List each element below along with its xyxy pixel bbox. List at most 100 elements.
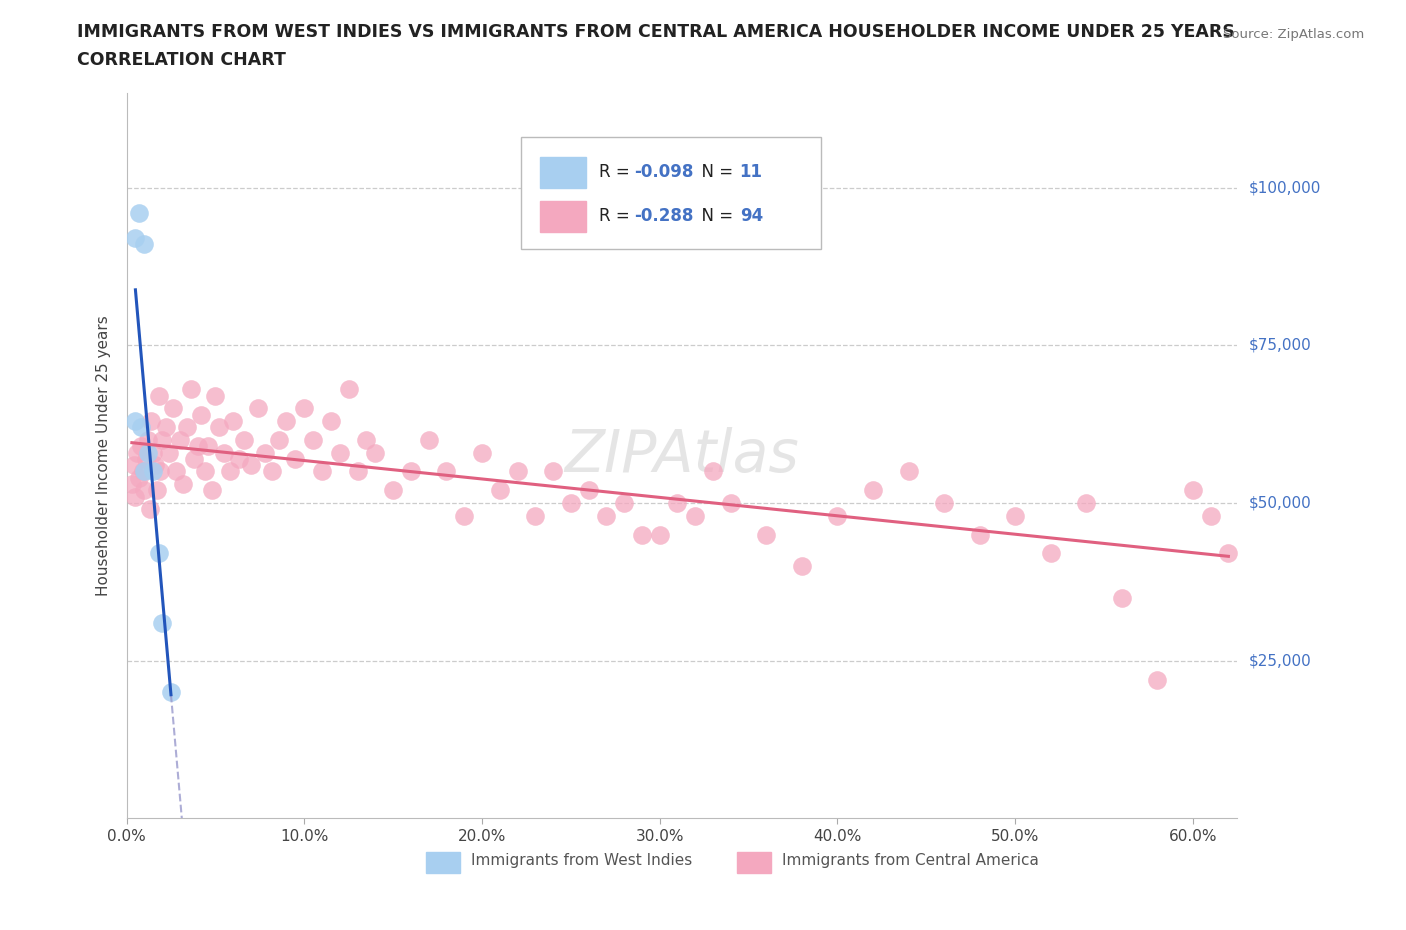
- Point: [122, 458, 145, 472]
- Point: [214, 445, 236, 460]
- Point: [143, 458, 166, 472]
- Point: [127, 445, 149, 460]
- Point: [702, 464, 724, 479]
- Text: R =: R =: [599, 206, 634, 225]
- Point: [595, 508, 617, 523]
- Point: [247, 401, 270, 416]
- Point: [560, 496, 582, 511]
- Point: [436, 464, 458, 479]
- Point: [418, 432, 440, 447]
- Point: [222, 414, 245, 429]
- Text: IMMIGRANTS FROM WEST INDIES VS IMMIGRANTS FROM CENTRAL AMERICA HOUSEHOLDER INCOM: IMMIGRANTS FROM WEST INDIES VS IMMIGRANT…: [77, 23, 1236, 41]
- Point: [169, 432, 191, 447]
- Text: R =: R =: [599, 163, 634, 180]
- Point: [720, 496, 742, 511]
- Bar: [540, 202, 586, 232]
- Point: [165, 464, 187, 479]
- Point: [172, 477, 194, 492]
- Point: [162, 401, 184, 416]
- Text: -0.098: -0.098: [634, 163, 693, 180]
- Point: [541, 464, 564, 479]
- Point: [356, 432, 378, 447]
- Point: [1111, 591, 1133, 605]
- Point: [232, 432, 254, 447]
- Text: $50,000: $50,000: [1249, 496, 1312, 511]
- Text: 94: 94: [740, 206, 763, 225]
- Point: [613, 496, 636, 511]
- Point: [134, 237, 156, 252]
- Point: [208, 419, 231, 434]
- Point: [969, 527, 991, 542]
- Point: [134, 464, 156, 479]
- Point: [1218, 546, 1240, 561]
- Point: [131, 464, 153, 479]
- Point: [150, 616, 173, 631]
- Point: [124, 231, 146, 246]
- Point: [897, 464, 920, 479]
- Point: [155, 419, 177, 434]
- Point: [862, 483, 884, 498]
- Point: [666, 496, 689, 511]
- Point: [311, 464, 333, 479]
- Text: Immigrants from West Indies: Immigrants from West Indies: [471, 853, 692, 868]
- Text: Source: ZipAtlas.com: Source: ZipAtlas.com: [1223, 28, 1364, 41]
- Point: [138, 502, 160, 517]
- Point: [488, 483, 510, 498]
- Point: [121, 477, 143, 492]
- Point: [148, 389, 170, 404]
- Point: [176, 419, 198, 434]
- Y-axis label: Householder Income Under 25 years: Householder Income Under 25 years: [96, 315, 111, 596]
- Point: [1181, 483, 1204, 498]
- Text: -0.288: -0.288: [634, 206, 693, 225]
- FancyBboxPatch shape: [520, 137, 821, 249]
- Point: [346, 464, 368, 479]
- Point: [506, 464, 529, 479]
- Point: [631, 527, 654, 542]
- Point: [578, 483, 600, 498]
- Point: [204, 389, 226, 404]
- Point: [134, 483, 156, 498]
- Point: [160, 684, 183, 699]
- Text: 11: 11: [740, 163, 762, 180]
- Point: [269, 432, 291, 447]
- Text: $100,000: $100,000: [1249, 180, 1320, 195]
- Bar: [540, 157, 586, 188]
- Point: [399, 464, 422, 479]
- Point: [157, 445, 180, 460]
- Point: [364, 445, 387, 460]
- Bar: [738, 853, 770, 872]
- Text: Immigrants from Central America: Immigrants from Central America: [782, 853, 1039, 868]
- Point: [128, 471, 150, 485]
- Text: $75,000: $75,000: [1249, 338, 1312, 352]
- Point: [239, 458, 262, 472]
- Point: [129, 439, 152, 454]
- Point: [148, 546, 170, 561]
- Text: CORRELATION CHART: CORRELATION CHART: [77, 51, 287, 69]
- Point: [302, 432, 325, 447]
- Point: [790, 559, 813, 574]
- Point: [1076, 496, 1098, 511]
- Point: [201, 483, 224, 498]
- Point: [142, 464, 165, 479]
- Point: [1039, 546, 1062, 561]
- Point: [292, 401, 315, 416]
- Point: [150, 432, 173, 447]
- Point: [180, 382, 202, 397]
- Point: [135, 451, 157, 466]
- Point: [218, 464, 240, 479]
- Point: [254, 445, 277, 460]
- Text: N =: N =: [690, 163, 738, 180]
- Point: [1146, 672, 1168, 687]
- Point: [141, 414, 163, 429]
- Point: [284, 451, 307, 466]
- Point: [1004, 508, 1026, 523]
- Point: [145, 483, 167, 498]
- Point: [648, 527, 671, 542]
- Bar: [426, 853, 460, 872]
- Point: [276, 414, 298, 429]
- Point: [755, 527, 778, 542]
- Point: [337, 382, 360, 397]
- Point: [190, 407, 212, 422]
- Point: [1199, 508, 1222, 523]
- Point: [524, 508, 547, 523]
